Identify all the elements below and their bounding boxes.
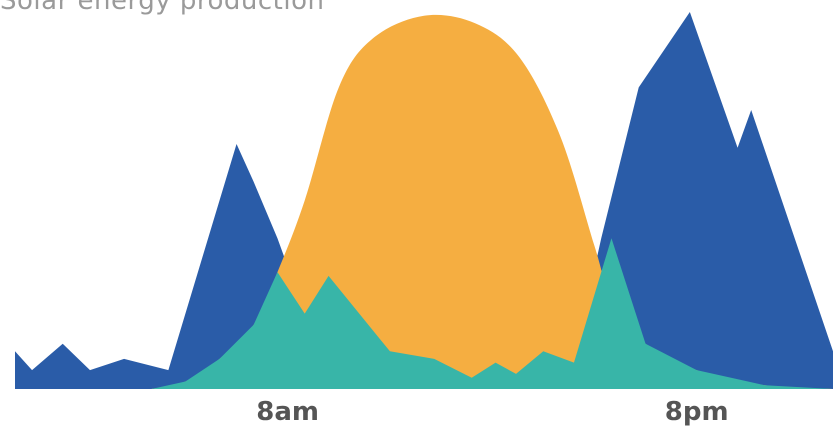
x-axis-ticks: 8am 8pm [256,397,728,427]
chart-title: Solar energy production [0,0,325,16]
x-tick-label: 8am [256,397,319,427]
x-tick-label: 8pm [665,397,729,427]
area-self-consumed [15,238,833,389]
chart-areas [15,12,833,389]
